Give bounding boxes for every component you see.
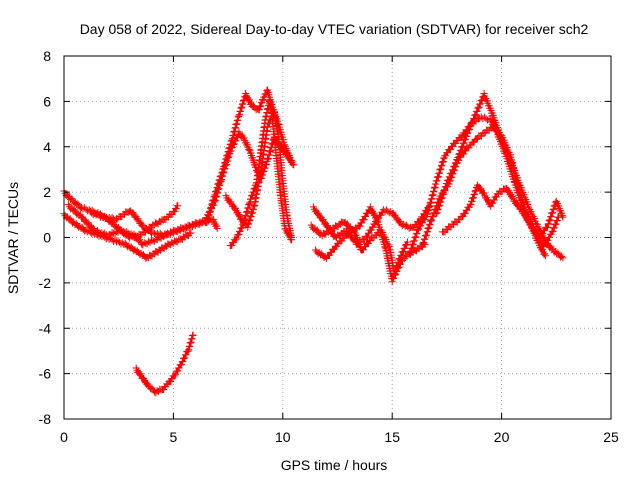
y-tick-label: -4: [39, 320, 52, 336]
series-track-15: [439, 181, 567, 241]
y-tick-label: -6: [39, 366, 52, 382]
series-markers: [439, 181, 567, 241]
y-tick-label: -2: [39, 275, 52, 291]
x-axis-label: GPS time / hours: [281, 457, 388, 473]
x-tick-label: 25: [603, 429, 619, 445]
x-tick-label: 20: [494, 429, 510, 445]
grid-lines: [64, 56, 611, 419]
y-tick-label: 6: [43, 93, 51, 109]
x-tick-label: 5: [170, 429, 178, 445]
x-tick-label: 10: [275, 429, 291, 445]
chart-title: Day 058 of 2022, Sidereal Day-to-day VTE…: [80, 21, 589, 37]
series-markers: [226, 97, 296, 249]
y-tick-label: 2: [43, 184, 51, 200]
y-tick-label: 0: [43, 230, 51, 246]
y-tick-label: -8: [39, 411, 52, 427]
series-track-8: [132, 331, 197, 397]
data-marks: [60, 86, 567, 397]
y-axis-label: SDTVAR / TECUs: [5, 182, 21, 294]
series-markers: [309, 202, 433, 248]
series-markers: [132, 331, 197, 397]
series-track-11: [309, 202, 433, 248]
series-track-7: [226, 97, 296, 249]
axis-ticks: 0 5 10 15 20 25 -8 -6 -4 -2 0 2 4 6 8: [39, 48, 619, 445]
x-tick-label: 15: [384, 429, 400, 445]
y-tick-label: 4: [43, 139, 51, 155]
y-tick-label: 8: [43, 48, 51, 64]
x-tick-label: 0: [60, 429, 68, 445]
